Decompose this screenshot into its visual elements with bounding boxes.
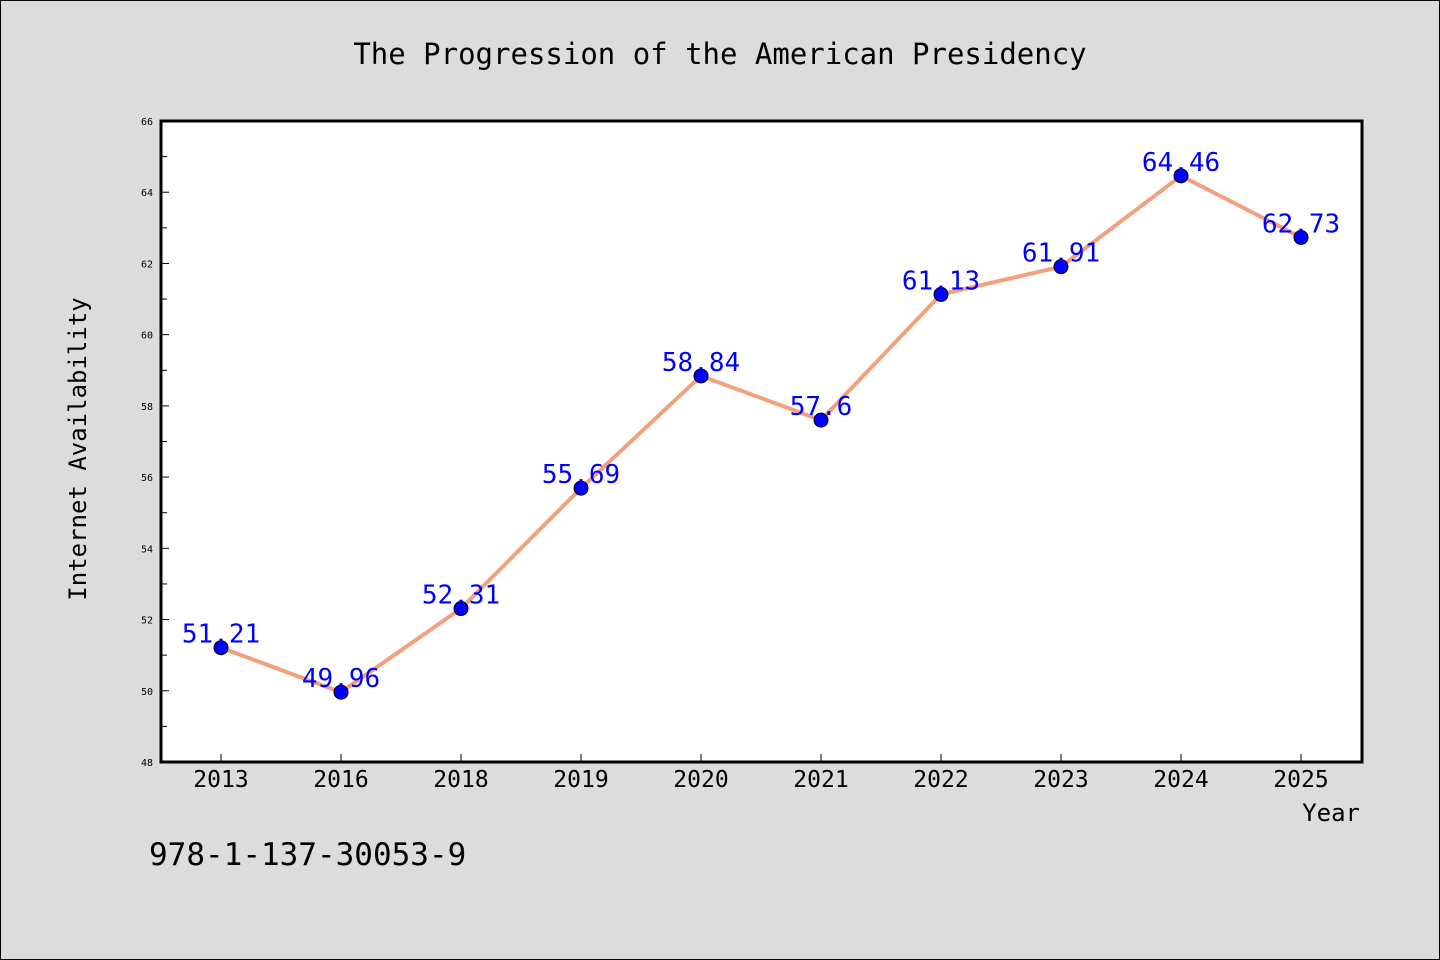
data-label: 49.96 bbox=[302, 664, 380, 694]
x-tick-label: 2018 bbox=[433, 767, 488, 793]
y-tick-label: 62 bbox=[141, 259, 153, 270]
data-label: 55.69 bbox=[542, 460, 620, 490]
x-axis: 2013 2016 2018 2019 2020 2021 2022 2023 2024 2025 bbox=[193, 754, 1329, 793]
y-tick-label: 66 bbox=[141, 117, 153, 128]
data-point bbox=[1053, 259, 1069, 275]
series-line bbox=[220, 173, 1302, 695]
chart-title: The Progression of the American Presiden… bbox=[353, 37, 1086, 71]
data-point bbox=[453, 601, 469, 617]
data-point bbox=[213, 640, 229, 656]
data-point bbox=[333, 684, 349, 700]
x-tick-label: 2013 bbox=[193, 767, 248, 793]
plot-frame bbox=[159, 119, 1364, 764]
y-tick-label: 58 bbox=[141, 402, 153, 413]
y-tick-label: 52 bbox=[141, 616, 153, 627]
data-label: 58.84 bbox=[662, 348, 740, 378]
data-point bbox=[1173, 168, 1189, 184]
data-point bbox=[693, 368, 709, 384]
data-label: 51.21 bbox=[182, 620, 260, 650]
y-tick-label: 50 bbox=[141, 687, 153, 698]
x-axis-label: Year bbox=[1302, 799, 1360, 827]
y-tick-label: 56 bbox=[141, 473, 153, 484]
y-tick-label: 54 bbox=[141, 544, 153, 555]
x-tick-label: 2021 bbox=[793, 767, 848, 793]
isbn-text: 978-1-137-30053-9 bbox=[149, 837, 466, 873]
data-point bbox=[573, 480, 589, 496]
plot-area bbox=[161, 121, 1362, 762]
data-label: 57.6 bbox=[790, 392, 853, 422]
y-tick-label: 48 bbox=[141, 758, 153, 769]
data-label: 62.73 bbox=[1262, 209, 1340, 239]
x-tick-label: 2020 bbox=[673, 767, 728, 793]
data-point bbox=[1293, 229, 1309, 245]
series-layer: 51.21 49.96 52.31 55.69 58.84 57.6 61.13 61.91 6… bbox=[182, 148, 1340, 700]
y-tick-label: 64 bbox=[141, 188, 153, 199]
x-tick-label: 2016 bbox=[313, 767, 368, 793]
x-tick-label: 2019 bbox=[553, 767, 608, 793]
data-label: 61.13 bbox=[902, 266, 980, 296]
x-tick-label: 2022 bbox=[913, 767, 968, 793]
data-label: 64.46 bbox=[1142, 148, 1220, 178]
x-tick-label: 2023 bbox=[1033, 767, 1088, 793]
y-axis-label: Internet Availability bbox=[64, 297, 92, 600]
data-label: 52.31 bbox=[422, 581, 500, 611]
x-tick-label: 2025 bbox=[1273, 767, 1328, 793]
data-label: 61.91 bbox=[1022, 239, 1100, 269]
y-tick-label: 60 bbox=[141, 331, 153, 342]
x-tick-label: 2024 bbox=[1153, 767, 1208, 793]
data-point bbox=[813, 412, 829, 428]
data-point bbox=[933, 286, 949, 302]
